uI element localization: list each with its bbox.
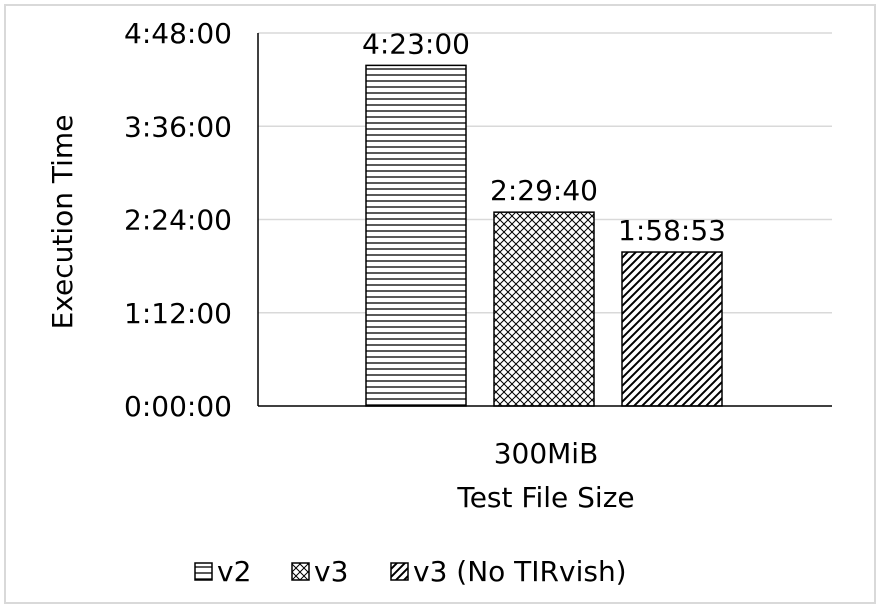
data-label: 1:58:53 bbox=[618, 214, 726, 247]
bar-v3-no-tirvish bbox=[621, 251, 723, 407]
axes bbox=[257, 33, 832, 407]
y-axis-title: Execution Time bbox=[46, 115, 79, 330]
legend-label: v3 bbox=[314, 555, 348, 588]
bars: 4:23:00 2:29:40 1:58:53 bbox=[362, 27, 726, 407]
legend-swatch bbox=[390, 562, 409, 581]
legend-item: v3 (No TIRvish) bbox=[390, 555, 627, 588]
legend-swatch bbox=[291, 562, 310, 581]
y-tick-label: 1:12:00 bbox=[124, 297, 232, 330]
y-axis-ticks: 0:00:00 1:12:00 2:24:00 3:36:00 4:48:00 bbox=[124, 17, 232, 423]
legend-item: v3 bbox=[291, 555, 348, 588]
y-tick-label: 3:36:00 bbox=[124, 110, 232, 143]
y-tick-label: 2:24:00 bbox=[124, 204, 232, 237]
legend-swatch bbox=[194, 562, 213, 581]
x-tick-label: 300MiB bbox=[494, 437, 599, 470]
legend-item: v2 bbox=[194, 555, 251, 588]
y-tick-label: 4:48:00 bbox=[124, 17, 232, 50]
x-axis-title: Test File Size bbox=[456, 481, 634, 514]
y-tick-label: 0:00:00 bbox=[124, 390, 232, 423]
legend-label: v2 bbox=[217, 555, 251, 588]
data-label: 4:23:00 bbox=[362, 27, 470, 60]
bar-v2 bbox=[365, 64, 467, 407]
legend-label: v3 (No TIRvish) bbox=[413, 555, 627, 588]
data-label: 2:29:40 bbox=[490, 174, 598, 207]
legend: v2 v3 v3 (No TIRvish) bbox=[194, 555, 627, 588]
bar-v3 bbox=[493, 211, 595, 407]
